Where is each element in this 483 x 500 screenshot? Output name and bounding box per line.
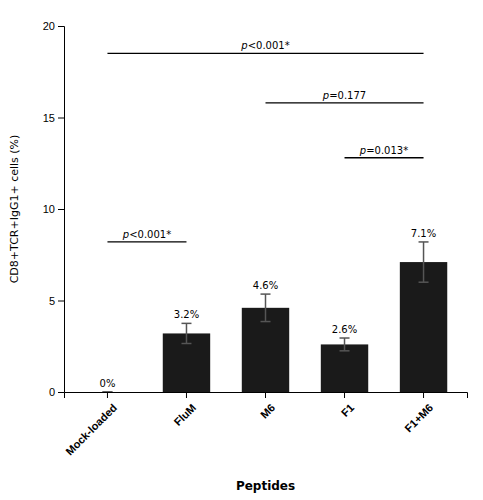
significance-label: p<0.001* bbox=[240, 40, 289, 51]
y-tick-mark bbox=[58, 209, 64, 210]
significance-label-part: <0.001* bbox=[129, 229, 171, 240]
x-tick-label: F1+M6 bbox=[402, 401, 435, 434]
significance-label-part: <0.001* bbox=[248, 40, 290, 51]
data-label: 3.2% bbox=[174, 309, 199, 320]
y-tick-label: 10 bbox=[43, 203, 55, 215]
error-bar-stem bbox=[344, 338, 346, 351]
y-tick: 10 bbox=[43, 203, 64, 215]
plot: 0 5 10 15 20 Mock-loaded FluM M6 F1 F1+M6 0% 3.2% 4.… bbox=[43, 20, 468, 457]
x-tick-mark bbox=[265, 392, 266, 398]
data-label: 0% bbox=[100, 378, 116, 389]
error-bar-stem bbox=[423, 242, 425, 282]
x-tick-mark bbox=[423, 392, 424, 398]
y-tick-label: 15 bbox=[43, 112, 55, 124]
error-bar-cap bbox=[340, 337, 350, 339]
chart-container: 0 5 10 15 20 Mock-loaded FluM M6 F1 F1+M6 0% 3.2% 4.… bbox=[0, 0, 483, 500]
y-tick: 20 bbox=[43, 20, 64, 32]
error-bar bbox=[261, 294, 271, 321]
marks bbox=[102, 242, 447, 392]
error-bar-cap bbox=[261, 321, 271, 323]
error-bar-cap bbox=[261, 293, 271, 295]
significance-bracket bbox=[345, 157, 424, 158]
bar bbox=[400, 262, 447, 392]
significance-label: p=0.013* bbox=[359, 145, 408, 156]
y-tick-mark bbox=[58, 118, 64, 119]
significance-label: p=0.177 bbox=[322, 90, 366, 101]
x-tick: FluM bbox=[172, 392, 199, 428]
bar bbox=[84, 392, 131, 393]
data-label: 2.6% bbox=[332, 324, 357, 335]
error-bar-cap bbox=[419, 281, 429, 283]
y-axis: 0 5 10 15 20 bbox=[43, 20, 65, 398]
significance-bracket bbox=[107, 53, 423, 54]
y-tick: 5 bbox=[49, 295, 64, 307]
x-axis-title: Peptides bbox=[236, 479, 295, 493]
x-tick-label: FluM bbox=[172, 401, 199, 428]
bar bbox=[321, 344, 368, 392]
data-label: 7.1% bbox=[411, 228, 436, 239]
error-bar-stem bbox=[265, 294, 267, 321]
x-tick-mark bbox=[107, 392, 108, 398]
error-bar-cap bbox=[340, 350, 350, 352]
error-bar-cap bbox=[181, 343, 191, 345]
significance-label-part: p bbox=[359, 145, 366, 156]
error-bar-cap bbox=[102, 391, 112, 392]
x-tick-label: Mock-loaded bbox=[63, 401, 119, 457]
x-tick-mark bbox=[344, 392, 345, 398]
y-tick-mark bbox=[58, 392, 64, 393]
x-tick-label: M6 bbox=[258, 401, 277, 420]
x-axis: Mock-loaded FluM M6 F1 F1+M6 bbox=[63, 392, 467, 457]
x-tick: F1+M6 bbox=[402, 392, 435, 434]
error-bar-cap bbox=[181, 323, 191, 325]
significance-label-part: =0.013* bbox=[366, 145, 408, 156]
y-tick-label: 0 bbox=[49, 386, 55, 398]
significance-label-part: p bbox=[240, 40, 247, 51]
y-axis-title: CD8+TCR+IgG1+ cells (%) bbox=[8, 135, 21, 284]
error-bar bbox=[340, 338, 350, 351]
x-tick: M6 bbox=[258, 392, 277, 421]
error-bar-stem bbox=[186, 323, 188, 343]
significance-label-part: p bbox=[122, 229, 129, 240]
y-tick-label: 20 bbox=[43, 20, 55, 32]
error-bar-cap bbox=[102, 391, 112, 392]
significance-label-part: =0.177 bbox=[329, 90, 366, 101]
x-tick: Mock-loaded bbox=[63, 392, 119, 457]
x-tick-label: F1 bbox=[339, 401, 357, 419]
error-bar bbox=[181, 323, 191, 343]
y-tick-mark bbox=[58, 301, 64, 302]
error-bar-cap bbox=[419, 241, 429, 243]
significance-label: p<0.001* bbox=[122, 229, 171, 240]
annotations: p<0.001*p=0.177p=0.013*p<0.001* bbox=[107, 40, 423, 241]
y-tick-mark bbox=[58, 26, 64, 27]
error-bar bbox=[419, 242, 429, 282]
y-tick: 0 bbox=[49, 386, 64, 398]
significance-bracket bbox=[107, 241, 186, 242]
data-labels: 0% 3.2% 4.6% 2.6% 7.1% bbox=[100, 228, 437, 389]
y-tick: 15 bbox=[43, 112, 64, 124]
x-axis-line bbox=[65, 393, 468, 399]
data-label: 4.6% bbox=[253, 280, 278, 291]
y-axis-line bbox=[58, 27, 65, 393]
x-tick: F1 bbox=[339, 392, 357, 419]
significance-label-part: p bbox=[322, 90, 329, 101]
chart: 0 5 10 15 20 Mock-loaded FluM M6 F1 F1+M6 0% 3.2% 4.… bbox=[0, 0, 483, 500]
error-bar bbox=[102, 392, 112, 393]
y-tick-label: 5 bbox=[49, 295, 55, 307]
significance-bracket bbox=[266, 102, 424, 103]
x-tick-mark bbox=[186, 392, 187, 398]
